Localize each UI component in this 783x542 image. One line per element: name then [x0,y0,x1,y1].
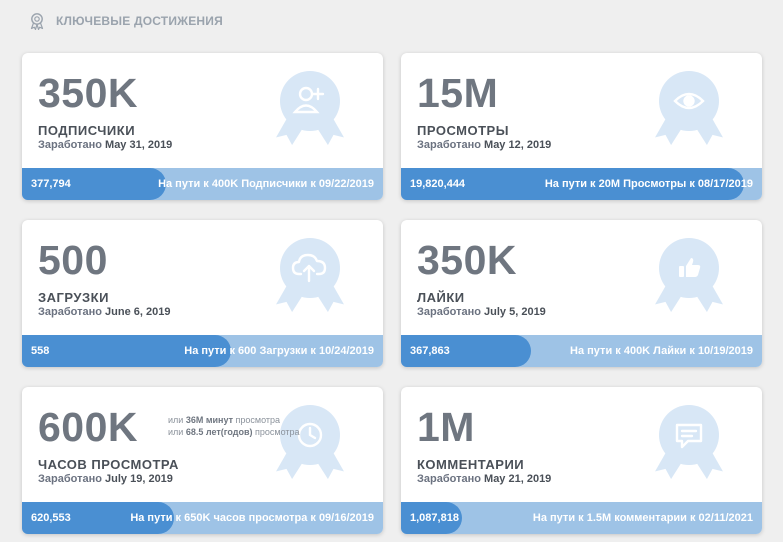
progress-fill [22,502,174,534]
earned-line: Заработано June 6, 2019 [38,306,171,318]
progress-fill [401,335,531,367]
target-text: На пути к 400K Лайки к 10/19/2019 [570,345,753,357]
achievement-value: 15M [417,70,499,116]
progress-bar: 377,794 На пути к 400K Подписчики к 09/2… [22,168,383,200]
achievement-label: ЗАГРУЗКИ [38,290,109,305]
progress-bar: 1,087,818 На пути к 1.5M комментарии к 0… [401,502,762,534]
section-title: КЛЮЧЕВЫЕ ДОСТИЖЕНИЯ [56,14,223,28]
achievement-value: 1M [417,404,475,450]
achievement-label: ПОДПИСЧИКИ [38,123,136,138]
target-text: На пути к 1.5M комментарии к 02/11/2021 [532,512,753,524]
achievement-value: 350K [38,70,139,116]
progress-bar: 558 На пути к 600 Загрузки к 10/24/2019 [22,335,383,367]
eye-icon [673,92,705,110]
earned-line: Заработано July 5, 2019 [417,306,546,318]
medal-badge [268,401,352,492]
extra-line: или 36M минут просмотра [168,415,281,425]
progress-bar: 19,820,444 На пути к 20M Просмотры к 08/… [401,168,762,200]
current-value: 377,794 [31,178,71,190]
medal-badge [647,401,731,492]
progress-fill [22,335,232,367]
current-value: 367,863 [410,345,450,357]
thumbs-up-icon [679,258,701,277]
achievement-value: 350K [417,237,518,283]
section-header: КЛЮЧЕВЫЕ ДОСТИЖЕНИЯ [28,12,223,30]
achievement-card-views[interactable]: 15M ПРОСМОТРЫ Заработано May 12, 2019 19… [401,53,762,200]
achievement-card-watch-hours[interactable]: 600K или 36M минут просмотра или 68.5 ле… [22,387,383,534]
medal-badge [268,67,352,158]
earned-date: July 19, 2019 [105,473,173,485]
current-value: 558 [31,345,50,357]
achievement-value: 600K [38,404,139,450]
earned-line: Заработано May 12, 2019 [417,139,552,151]
earned-line: Заработано May 31, 2019 [38,139,173,151]
add-user-icon [292,86,325,114]
achievement-card-subscribers[interactable]: 350K ПОДПИСЧИКИ Заработано May 31, 2019 … [22,53,383,200]
progress-bar: 620,553 На пути к 650K часов просмотра к… [22,502,383,534]
earned-line: Заработано May 21, 2019 [417,473,552,485]
earned-date: May 12, 2019 [484,139,552,151]
target-text: На пути к 400K Подписчики к 09/22/2019 [158,178,374,190]
achievement-label: ЛАЙКИ [417,290,465,305]
medal-badge [647,234,731,325]
progress-fill [401,168,744,200]
earned-date: July 5, 2019 [484,306,546,318]
current-value: 620,553 [31,512,71,524]
achievement-label: ЧАСОВ ПРОСМОТРА [38,457,179,472]
current-value: 1,087,818 [410,512,459,524]
earned-line: Заработано July 19, 2019 [38,473,173,485]
earned-date: May 21, 2019 [484,473,552,485]
upload-cloud-icon [291,253,327,283]
target-text: На пути к 650K часов просмотра к 09/16/2… [130,512,374,524]
progress-fill [401,502,463,534]
medal-badge [647,67,731,158]
progress-bar: 367,863 На пути к 400K Лайки к 10/19/201… [401,335,762,367]
comment-icon [675,423,703,449]
achievement-label: ПРОСМОТРЫ [417,123,509,138]
achievement-card-uploads[interactable]: 500 ЗАГРУЗКИ Заработано June 6, 2019 558… [22,220,383,367]
extra-line: или 68.5 лет(годов) просмотра [168,427,300,437]
current-value: 19,820,444 [410,178,466,190]
target-text: На пути к 600 Загрузки к 10/24/2019 [184,345,374,357]
clock-icon [297,422,323,448]
achievement-card-comments[interactable]: 1M КОММЕНТАРИИ Заработано May 21, 2019 1… [401,387,762,534]
target-text: На пути к 20M Просмотры к 08/17/2019 [544,178,753,190]
watch-time-equivalents: или 36M минут просмотра или 68.5 лет(год… [168,414,300,438]
earned-date: June 6, 2019 [105,306,171,318]
achievement-card-likes[interactable]: 350K ЛАЙКИ Заработано July 5, 2019 367,8… [401,220,762,367]
medal-badge [268,234,352,325]
earned-date: May 31, 2019 [105,139,173,151]
medal-icon [28,12,46,30]
achievement-value: 500 [38,237,108,283]
achievement-label: КОММЕНТАРИИ [417,457,525,472]
progress-fill [22,168,167,200]
